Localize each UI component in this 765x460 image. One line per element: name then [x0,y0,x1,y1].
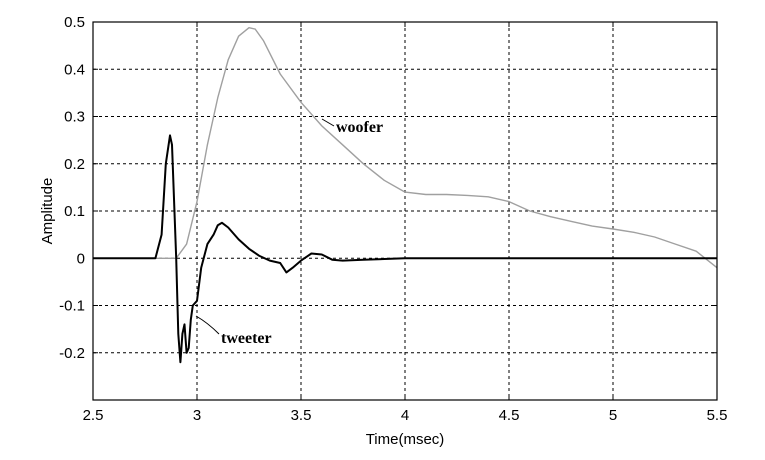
x-tick-label: 2.5 [83,407,104,424]
x-tick-label: 4.5 [499,407,520,424]
woofer-series-line [93,27,718,269]
y-tick-label: 0.3 [64,109,85,126]
woofer-annotation: woofer [336,119,383,136]
x-axis-title: Time(msec) [366,431,445,448]
series-lines [93,27,718,364]
tweeter-annotation: tweeter [221,330,272,347]
x-tick-label: 4 [401,407,409,424]
y-tick-label: -0.1 [59,298,85,315]
y-tick-label: 0.1 [64,203,85,220]
y-tick-label: 0 [77,250,85,267]
y-tick-label: -0.2 [59,345,85,362]
x-tick-label: 5.5 [707,407,728,424]
tweeter-series-line [93,134,717,364]
y-tick-label: 0.4 [64,61,85,78]
y-axis-title: Amplitude [39,178,56,245]
x-tick-label: 3.5 [291,407,312,424]
axis-ticks: 2.5 3 3.5 4 4.5 5 5.5 -0.2 -0.1 0 0.1 0.2 0.3 0.4 0.5 [59,14,727,424]
y-tick-label: 0.5 [64,14,85,31]
woofer-annotation-leader [321,118,335,127]
x-tick-label: 3 [193,407,201,424]
y-tick-label: 0.2 [64,156,85,173]
x-tick-label: 5 [609,407,617,424]
tweeter-annotation-leader [195,315,220,335]
